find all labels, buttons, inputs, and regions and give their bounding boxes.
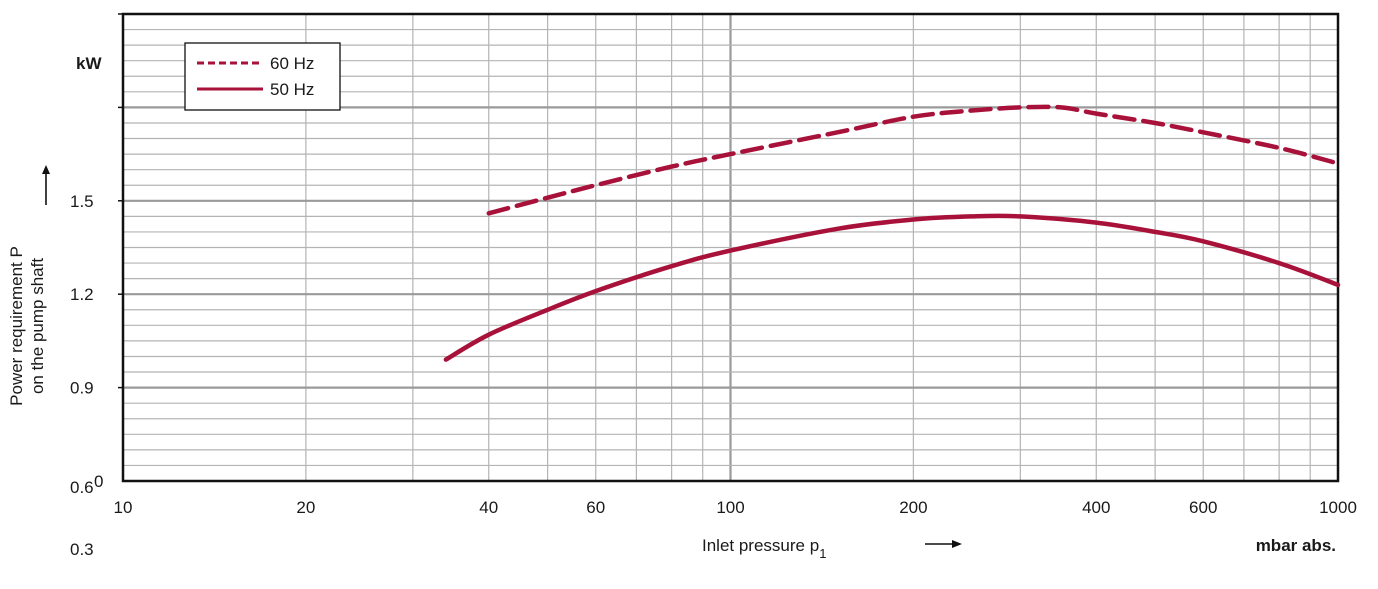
y-tick-marks [118, 13, 123, 389]
y-tick-label: 0.9 [70, 379, 94, 398]
x-tick-label: 200 [899, 498, 927, 517]
x-tick-label: 600 [1189, 498, 1217, 517]
y-stray-label: 0.3 [70, 540, 94, 559]
x-tick-label: 1000 [1319, 498, 1357, 517]
legend-box [184, 42, 341, 111]
legend: 60 Hz 50 Hz [184, 42, 341, 111]
x-tick-label: 20 [296, 498, 315, 517]
x-axis-title: Inlet pressure p1 [702, 536, 826, 561]
series-line-60hz [486, 104, 1341, 216]
x-tick-label: 400 [1082, 498, 1110, 517]
y-origin-extra: 0 [94, 472, 103, 491]
legend-label-50hz: 50 Hz [270, 80, 314, 99]
y-axis-title-line-2: on the pump shaft [28, 258, 47, 394]
x-tick-label: 100 [716, 498, 744, 517]
y-unit-label: kW [76, 54, 102, 73]
y-axis-title-line-1: Power requirement P [7, 246, 26, 406]
series-line-50hz [443, 213, 1341, 362]
x-axis-title-text: Inlet pressure p [702, 536, 819, 555]
x-tick-label: 10 [114, 498, 133, 517]
y-tick-label: 1.2 [70, 285, 94, 304]
legend-label-60hz: 60 Hz [270, 54, 314, 73]
x-arrow-head [952, 540, 962, 548]
y-tick-label: 1.5 [70, 192, 94, 211]
y-origin-label: 0.6 [70, 478, 94, 497]
plot-frame [121, 12, 1340, 483]
x-tick-label: 40 [479, 498, 498, 517]
series-lines [443, 104, 1341, 362]
y-arrow-head [42, 165, 50, 174]
grid [123, 14, 1338, 481]
x-unit-label: mbar abs. [1256, 536, 1336, 555]
x-axis-title-subscript: 1 [819, 546, 826, 561]
y-tick-labels: 0.9 1.2 1.5 [70, 192, 94, 398]
x-tick-labels: 10 20 40 60 100 200 400 600 1000 [114, 498, 1357, 517]
x-tick-label: 60 [586, 498, 605, 517]
